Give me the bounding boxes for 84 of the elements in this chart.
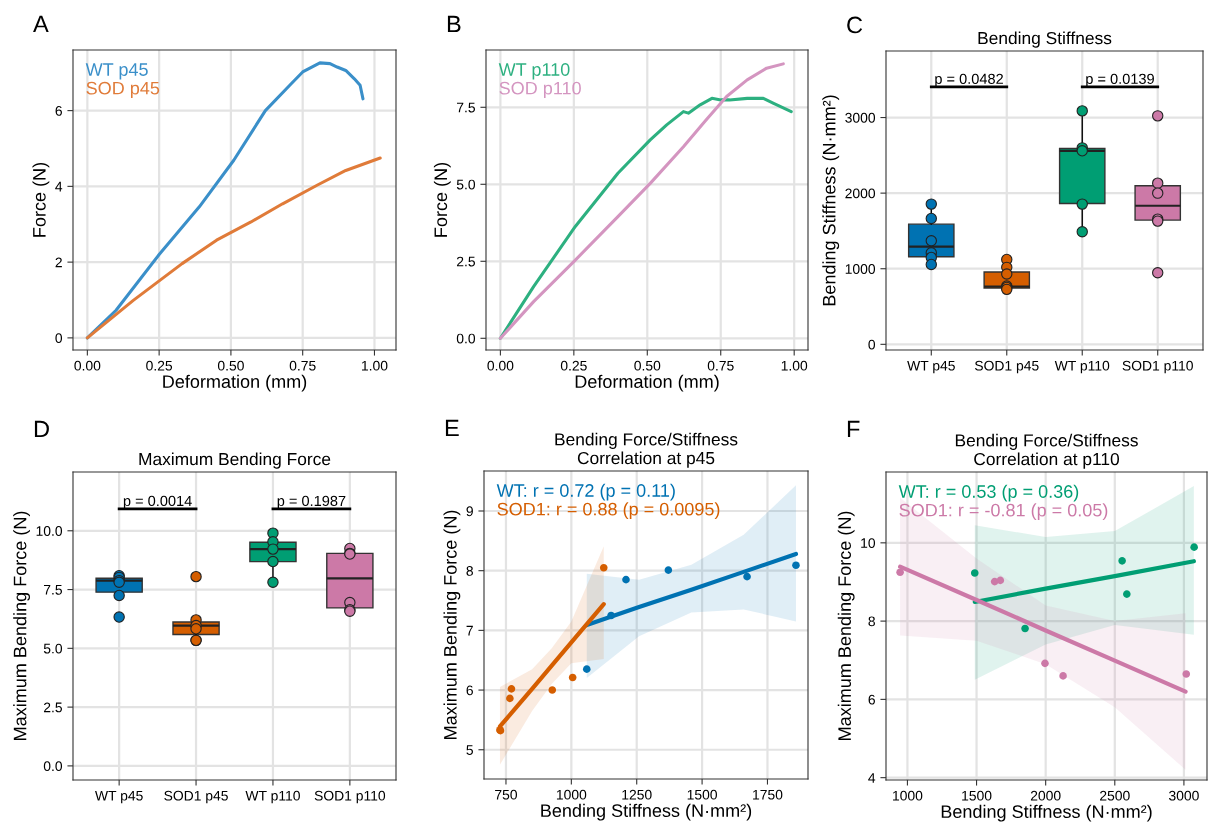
x-tick-label: 1750 — [753, 789, 783, 800]
x-tick-label: SOD1 p110 — [314, 790, 386, 804]
y-tick-label: 6 — [868, 694, 875, 705]
y-tick-label: 7.5 — [43, 585, 62, 595]
y-tick-label: 8 — [466, 566, 473, 576]
x-tick-label: 2500 — [1100, 790, 1130, 801]
text: SOD1: r = -0.81 (p = 0.05) — [899, 503, 1108, 521]
text: E — [445, 419, 459, 437]
x-tick-label: WT p110 — [1054, 360, 1110, 374]
y-tick-label: 0 — [868, 339, 876, 350]
annotation: p = 0.0014 — [123, 495, 192, 509]
y-tick-label: 10.0 — [36, 526, 63, 536]
x-tick-label: 0.75 — [289, 360, 316, 371]
y-tick-label: 5.0 — [456, 179, 476, 190]
chart-title: Bending Stiffness — [978, 31, 1112, 48]
y-tick-label: 5 — [466, 745, 473, 755]
chart-title: Bending Force/Stiffness Correlation at p45 — [555, 432, 738, 468]
text: SOD1: r = 0.88 (p = 0.0095) — [497, 502, 720, 520]
y-tick-label: 3000 — [845, 112, 876, 123]
y-tick-label: 0.0 — [456, 333, 476, 344]
x-tick-label: 2000 — [1030, 790, 1061, 801]
text: C — [847, 16, 863, 34]
y-tick-label: 0.0 — [43, 761, 63, 772]
y-tick-label: 4 — [868, 773, 876, 783]
annotation: p = 0.1987 — [277, 495, 346, 509]
x-tick-label: 3000 — [1169, 790, 1199, 801]
y-axis-title: Force (N) — [32, 163, 50, 237]
x-axis-title: Deformation (mm) — [575, 374, 719, 392]
y-tick-label: 2 — [55, 257, 62, 268]
x-tick-label: 0.50 — [217, 360, 244, 371]
x-tick-label: 0.00 — [487, 360, 514, 371]
x-tick-label: SOD1 p45 — [974, 360, 1039, 374]
x-tick-label: 0.75 — [707, 360, 734, 371]
x-tick-label: 1.00 — [781, 360, 808, 371]
text: WT: r = 0.72 (p = 0.11) — [496, 483, 675, 501]
x-tick-label: 0.25 — [560, 360, 587, 371]
x-tick-label: 1000 — [893, 790, 923, 801]
y-tick-label: 2.5 — [456, 256, 475, 267]
x-tick-label: 1000 — [556, 789, 587, 800]
text: SOD p110 — [499, 81, 581, 99]
y-tick-label: 10 — [861, 538, 876, 549]
y-tick-label: 4 — [55, 181, 63, 192]
x-axis-title: Deformation (mm) — [163, 374, 307, 392]
y-axis-title: Maximum Bending Force (N) — [443, 510, 461, 739]
y-tick-label: 1000 — [845, 264, 876, 274]
x-tick-label: 1500 — [962, 790, 992, 801]
x-tick-label: WT p110 — [245, 790, 300, 804]
x-tick-label: 1500 — [687, 789, 717, 800]
y-axis-title: Bending Stiffness (N·mm²) — [822, 95, 840, 306]
x-tick-label: 0.50 — [634, 360, 661, 371]
y-tick-label: 7.5 — [456, 102, 475, 113]
x-tick-label: 0.25 — [146, 360, 173, 371]
x-tick-label: 1.00 — [362, 360, 388, 371]
x-tick-label: WT p45 — [907, 360, 955, 374]
y-tick-label: 0 — [55, 333, 63, 344]
x-tick-label: 0.00 — [74, 360, 101, 371]
text: WT p110 — [498, 63, 570, 80]
text: SOD p45 — [86, 81, 160, 99]
chart-title: Maximum Bending Force — [139, 452, 331, 469]
y-tick-label: 2000 — [845, 188, 876, 199]
y-axis-title: Maximum Bending Force (N) — [13, 511, 30, 740]
y-tick-label: 2.5 — [43, 702, 62, 713]
x-tick-label: SOD1 p45 — [164, 790, 228, 804]
x-axis-title: Bending Stiffness (N·mm²) — [941, 804, 1152, 822]
text: WT: r = 0.53 (p = 0.36) — [898, 484, 1079, 502]
x-axis-title: Bending Stiffness (N·mm²) — [541, 803, 752, 821]
text: F — [847, 420, 860, 438]
chart-title: Bending Force/Stiffness Correlation at p110 — [955, 433, 1138, 469]
y-tick-label: 5.0 — [43, 643, 63, 654]
text: B — [447, 15, 461, 33]
text: WT p45 — [85, 63, 148, 80]
y-tick-label: 9 — [466, 506, 473, 517]
y-tick-label: 6 — [55, 105, 62, 116]
y-axis-title: Maximum Bending Force (N) — [837, 511, 855, 740]
x-tick-label: 1250 — [622, 789, 652, 800]
text: A — [33, 15, 49, 33]
y-tick-label: 6 — [466, 685, 473, 696]
x-tick-label: 750 — [495, 789, 518, 800]
y-tick-label: 8 — [868, 616, 875, 627]
y-axis-title: Force (N) — [433, 163, 451, 237]
x-tick-label: SOD1 p110 — [1122, 360, 1193, 374]
text: D — [34, 420, 49, 438]
x-tick-label: WT p45 — [95, 790, 143, 804]
y-tick-label: 7 — [466, 625, 473, 636]
